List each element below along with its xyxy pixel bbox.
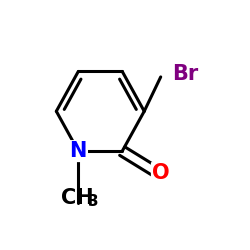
Text: O: O <box>152 163 170 183</box>
Text: CH: CH <box>60 188 93 208</box>
Text: N: N <box>70 141 87 161</box>
Text: 3: 3 <box>88 194 99 210</box>
Text: Br: Br <box>172 64 198 84</box>
